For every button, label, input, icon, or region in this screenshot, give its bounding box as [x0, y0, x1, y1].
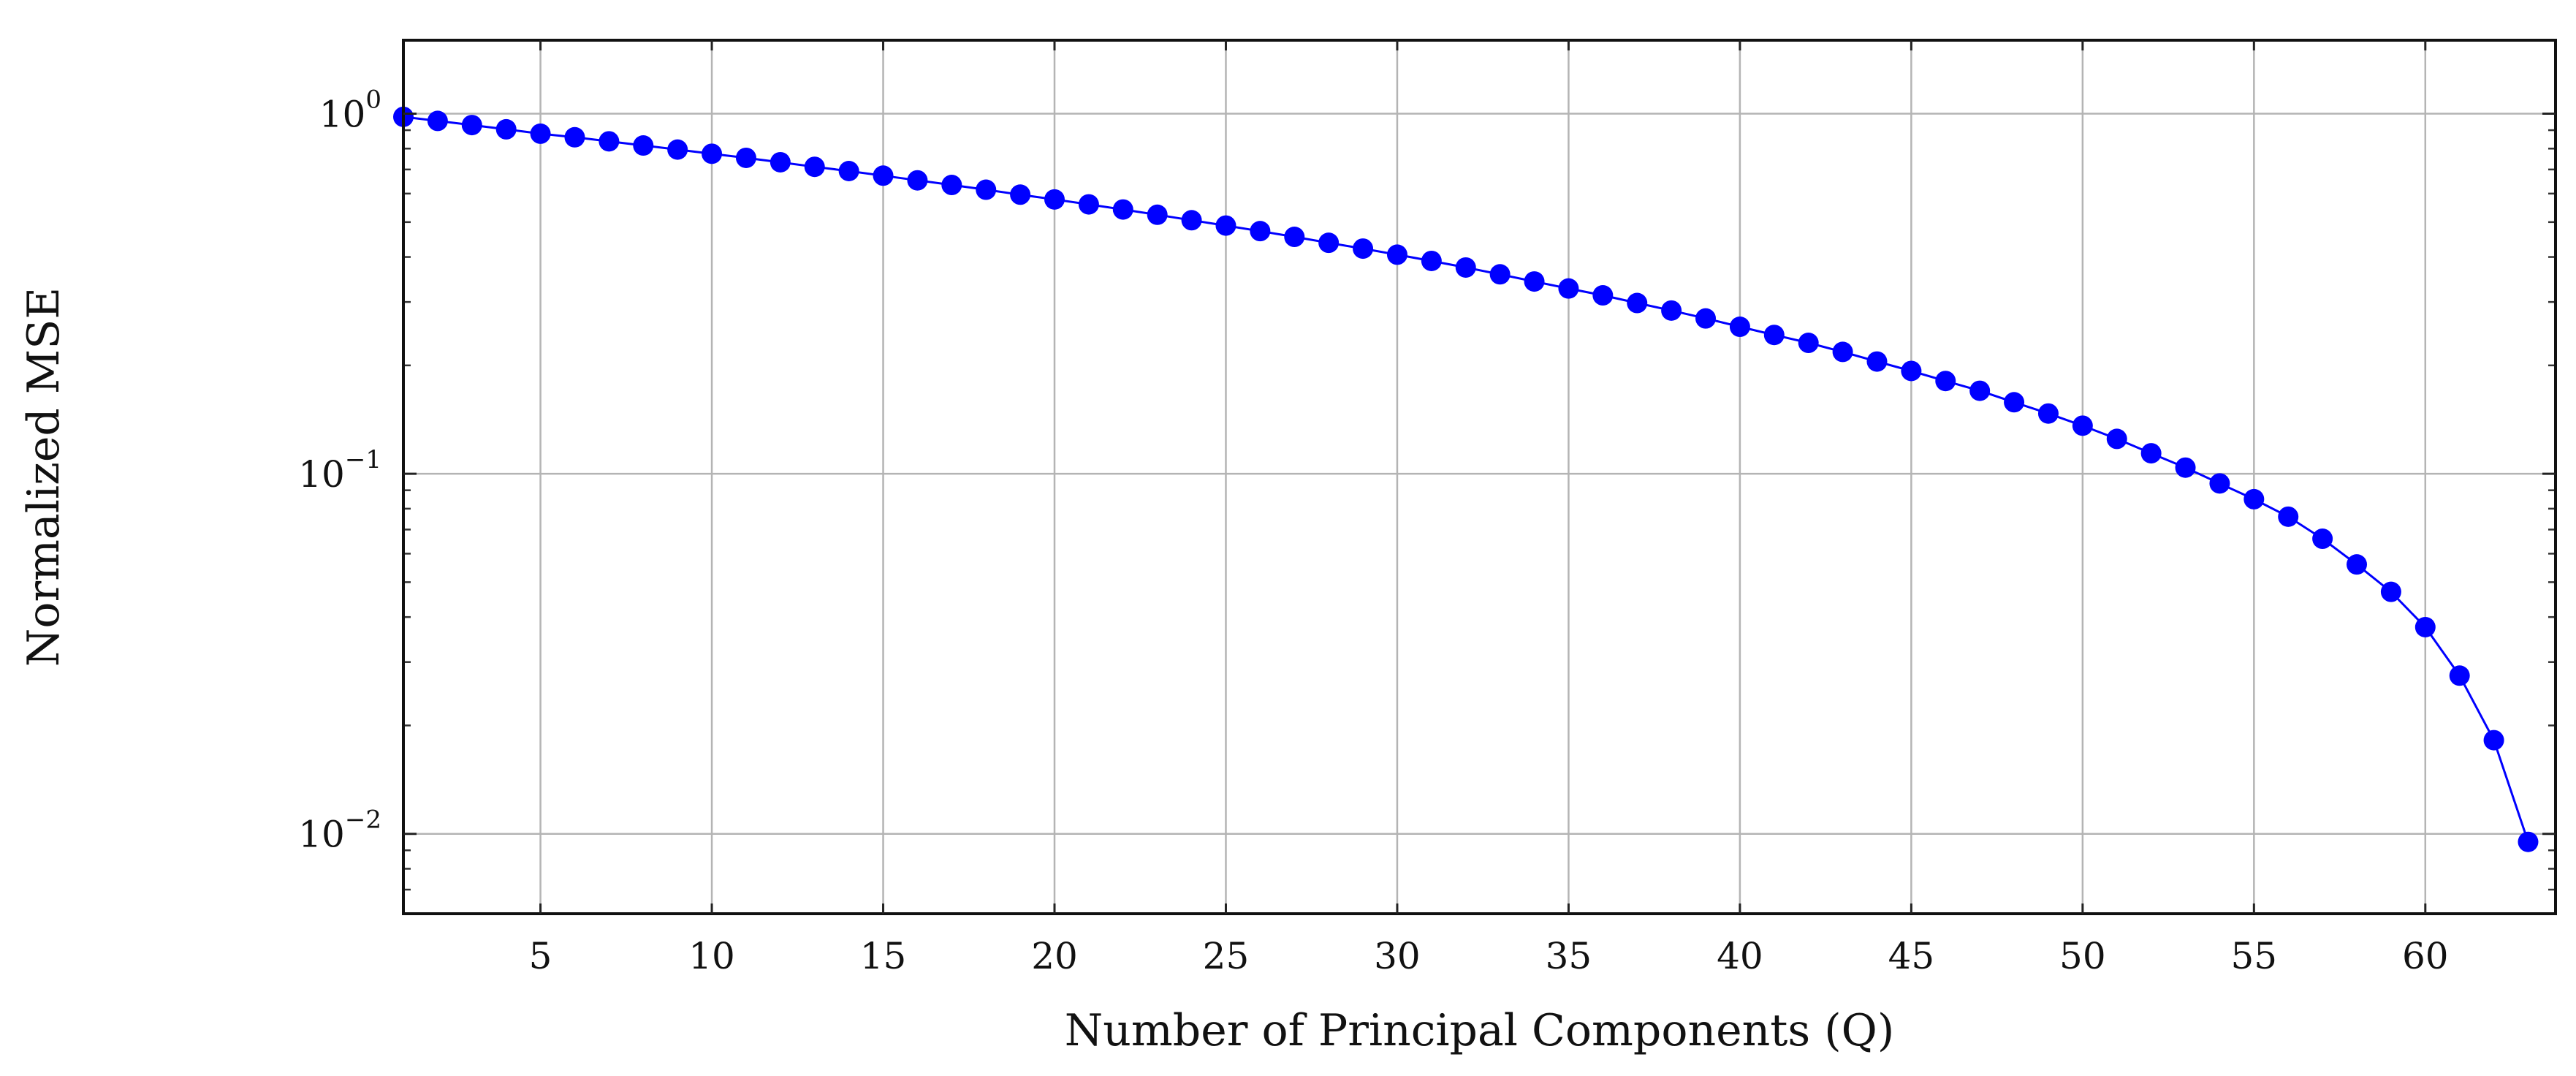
data-point: [976, 179, 997, 200]
data-point: [2518, 831, 2539, 852]
x-tick-label: 35: [1546, 935, 1592, 977]
x-tick-label: 15: [860, 935, 907, 977]
data-point: [1284, 227, 1305, 248]
data-point: [2278, 506, 2299, 527]
x-tick-label: 5: [529, 935, 552, 977]
x-tick-label: 30: [1374, 935, 1421, 977]
grid: [403, 40, 2556, 914]
data-point: [1832, 341, 1853, 363]
data-point: [461, 115, 482, 136]
data-point: [838, 160, 859, 181]
data-point: [1627, 292, 1648, 314]
data-point: [1866, 351, 1888, 372]
data-point: [1661, 300, 1682, 321]
x-axis-title: Number of Principal Components (Q): [1065, 1005, 1894, 1056]
data-point: [1250, 221, 1271, 242]
data-point: [1524, 271, 1545, 292]
data-point: [2106, 428, 2127, 450]
data-point: [804, 156, 825, 178]
minor-ticks: [403, 129, 2556, 891]
data-point: [2140, 443, 2162, 464]
data-point: [1215, 215, 1236, 236]
data-point: [2175, 457, 2196, 478]
data-point: [599, 131, 620, 152]
plot-frame: [402, 39, 2557, 915]
data-point: [2209, 473, 2230, 494]
data-point: [2414, 616, 2436, 637]
data-point: [735, 147, 756, 168]
x-tick-label: 20: [1031, 935, 1078, 977]
data-point: [2004, 392, 2025, 413]
data-point: [495, 118, 517, 140]
data-point: [1147, 204, 1168, 225]
data-point: [2483, 730, 2504, 751]
data-point: [1763, 325, 1785, 346]
data-point: [1044, 189, 1065, 210]
data-point: [1592, 285, 1614, 306]
data-point: [1798, 333, 1819, 354]
x-tick-label: 40: [1717, 935, 1763, 977]
data-point: [907, 170, 928, 191]
data-point: [2380, 581, 2401, 602]
y-axis-title: Normalized MSE: [18, 287, 69, 667]
data-point: [1695, 308, 1717, 329]
data-point: [633, 135, 654, 156]
x-tick-label: 25: [1203, 935, 1250, 977]
y-tick-label: 10−1: [298, 445, 381, 496]
data-point: [1421, 250, 1442, 271]
x-axis-ticks: 5 10 15 20 25 30 35 40 45 50 55 60: [529, 40, 2449, 977]
data-point: [1935, 371, 1956, 392]
data-point: [2037, 403, 2059, 424]
data-point: [667, 139, 688, 160]
data-point: [1353, 238, 1374, 259]
data-point: [1078, 194, 1099, 215]
data-point: [702, 143, 723, 164]
data-point: [770, 151, 791, 173]
data-point: [2243, 488, 2265, 509]
data-point: [427, 110, 448, 132]
x-tick-label: 60: [2402, 935, 2449, 977]
series-line: [403, 115, 2529, 843]
data-point: [1112, 199, 1133, 220]
data-point: [2347, 554, 2368, 575]
data-point: [1318, 232, 1340, 254]
y-tick-label: 100: [319, 86, 381, 136]
data-point: [564, 126, 585, 148]
x-tick-label: 55: [2231, 935, 2278, 977]
data-point: [873, 165, 894, 186]
data-point: [1455, 257, 1476, 278]
series-layer: [393, 106, 2539, 852]
data-point: [530, 123, 551, 144]
data-point: [941, 175, 962, 196]
data-point: [1729, 317, 1750, 338]
data-point: [2312, 528, 2333, 550]
data-point: [1558, 278, 1579, 299]
y-axis-ticks: 100 10−1 10−2: [298, 86, 2556, 856]
x-tick-label: 45: [1888, 935, 1935, 977]
x-tick-label: 10: [688, 935, 735, 977]
data-point: [1386, 244, 1407, 265]
data-point: [2449, 665, 2470, 686]
data-point: [1901, 360, 1922, 382]
data-point: [1181, 210, 1202, 231]
data-point: [1969, 380, 1991, 401]
data-point: [2072, 415, 2093, 436]
y-tick-label: 10−2: [298, 806, 381, 856]
x-tick-label: 50: [2059, 935, 2106, 977]
data-point: [1489, 264, 1511, 285]
data-point: [1010, 184, 1031, 205]
